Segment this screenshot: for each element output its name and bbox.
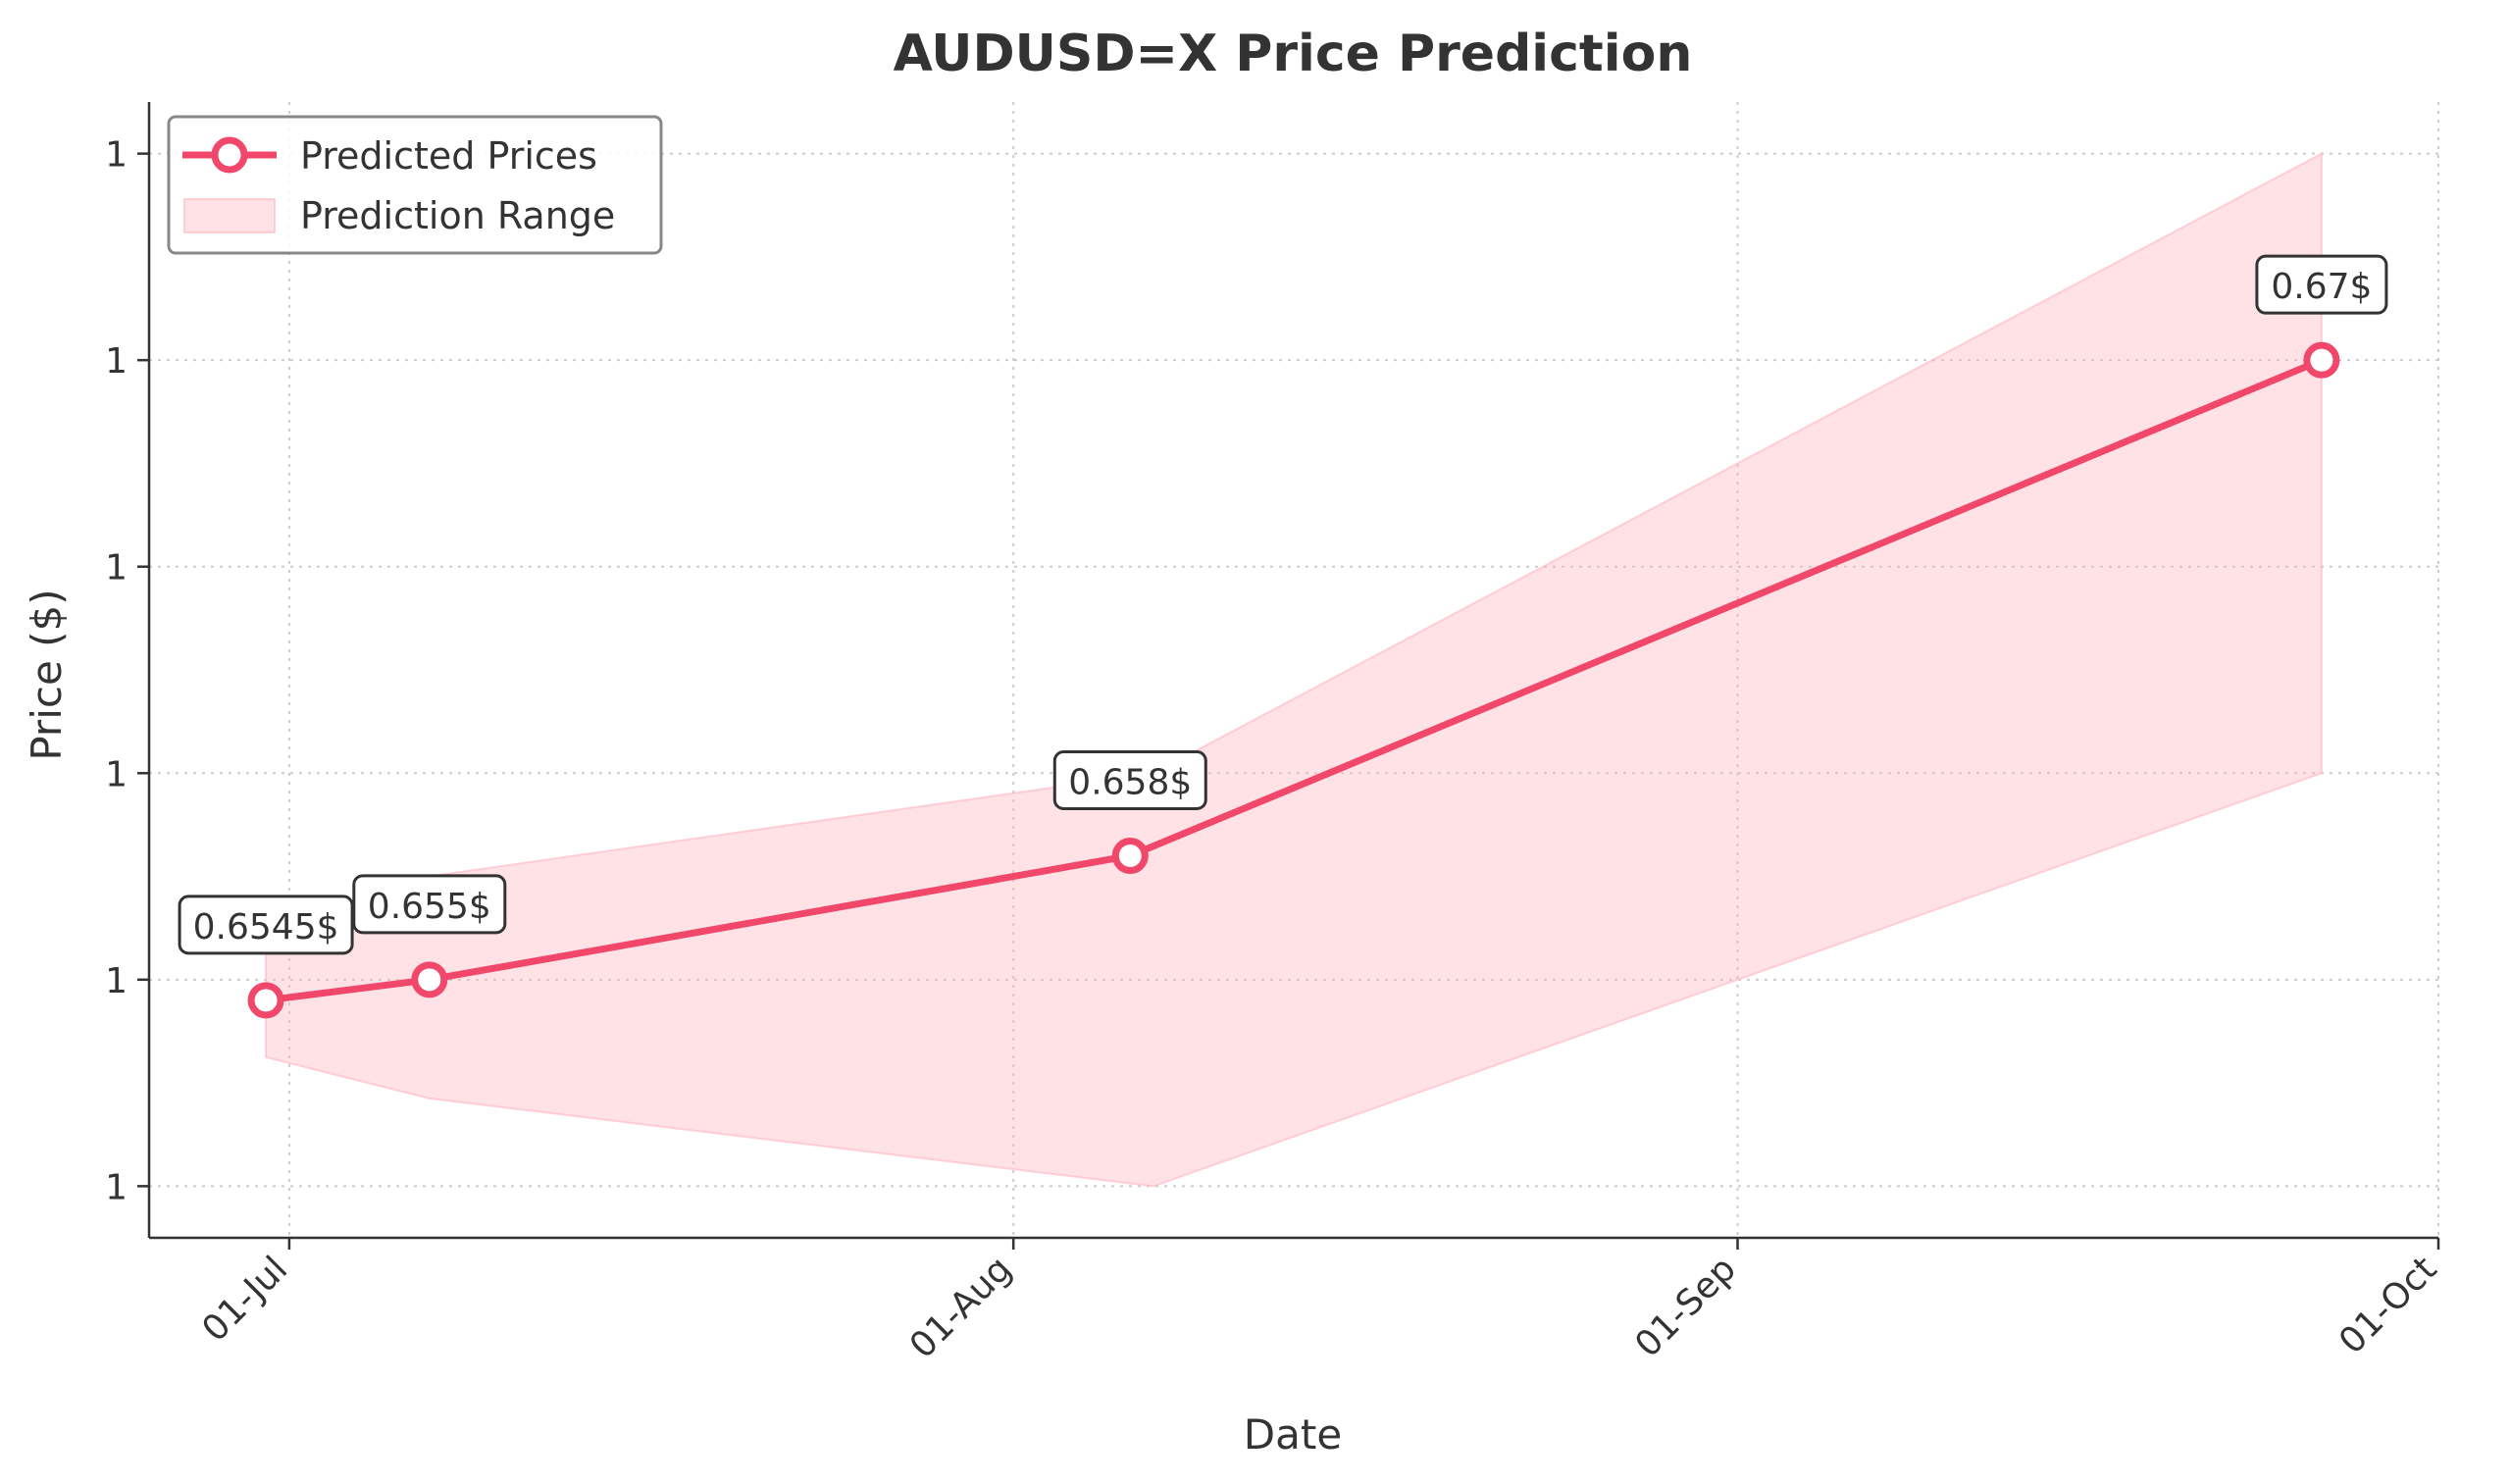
x-axis-label: Date: [1244, 1410, 1342, 1458]
data-label-text-2: 0.658$: [1068, 762, 1192, 802]
y-tick-label-0: 1: [105, 1167, 128, 1207]
x-tick-label-0: 01-Jul: [195, 1249, 296, 1350]
data-label-box-2: [1052, 749, 1207, 810]
predicted-prices-line: [265, 356, 2324, 1004]
data-label-text-0: 0.6545$: [193, 907, 339, 947]
point-2: [1111, 837, 1149, 874]
data-label-box-0: [178, 895, 354, 955]
x-axis-ticks: 01-Jul 01-Aug 01-Sep 01-Oct: [195, 1238, 2444, 1366]
data-label-text-1: 0.655$: [368, 887, 491, 927]
legend: Predicted Prices Prediction Range: [167, 115, 663, 255]
data-label-box-3: [2255, 254, 2388, 315]
chart-title: AUDUSD=X Price Prediction: [894, 25, 1693, 83]
data-label-3: 0.67$: [2255, 254, 2388, 315]
y-tick-label-1: 1: [105, 961, 128, 1001]
x-tick-label-1: 01-Aug: [902, 1249, 1020, 1366]
legend-frame: [167, 115, 663, 255]
y-tick-label-3: 1: [105, 548, 128, 588]
axes: [147, 102, 2438, 1240]
legend-range-swatch: [183, 198, 276, 233]
data-labels: 0.6545$ 0.655$ 0.658$ 0.67$: [178, 254, 2388, 955]
prediction-range-area: [265, 151, 2323, 1188]
y-axis-ticks: 1 1 1 1 1 1: [105, 135, 149, 1207]
legend-point-marker: [211, 136, 248, 174]
x-tick-label-3: 01-Oct: [2331, 1249, 2444, 1361]
data-label-1: 0.655$: [352, 874, 507, 935]
data-label-text-3: 0.67$: [2271, 267, 2372, 307]
y-tick-label-4: 1: [105, 341, 128, 382]
point-1: [411, 961, 448, 998]
legend-label-predicted-prices: Predicted Prices: [300, 134, 597, 178]
data-label-2: 0.658$: [1052, 749, 1207, 810]
y-tick-label-5: 1: [105, 135, 128, 176]
x-tick-label-2: 01-Sep: [1627, 1249, 1744, 1365]
point-0: [247, 982, 284, 1019]
predicted-points: [247, 341, 2340, 1019]
legend-label-prediction-range: Prediction Range: [300, 194, 615, 237]
y-axis-label: Price ($): [23, 588, 71, 760]
y-tick-label-2: 1: [105, 754, 128, 794]
point-3: [2303, 341, 2340, 379]
data-label-box-1: [352, 874, 507, 935]
data-label-0: 0.6545$: [178, 895, 354, 955]
